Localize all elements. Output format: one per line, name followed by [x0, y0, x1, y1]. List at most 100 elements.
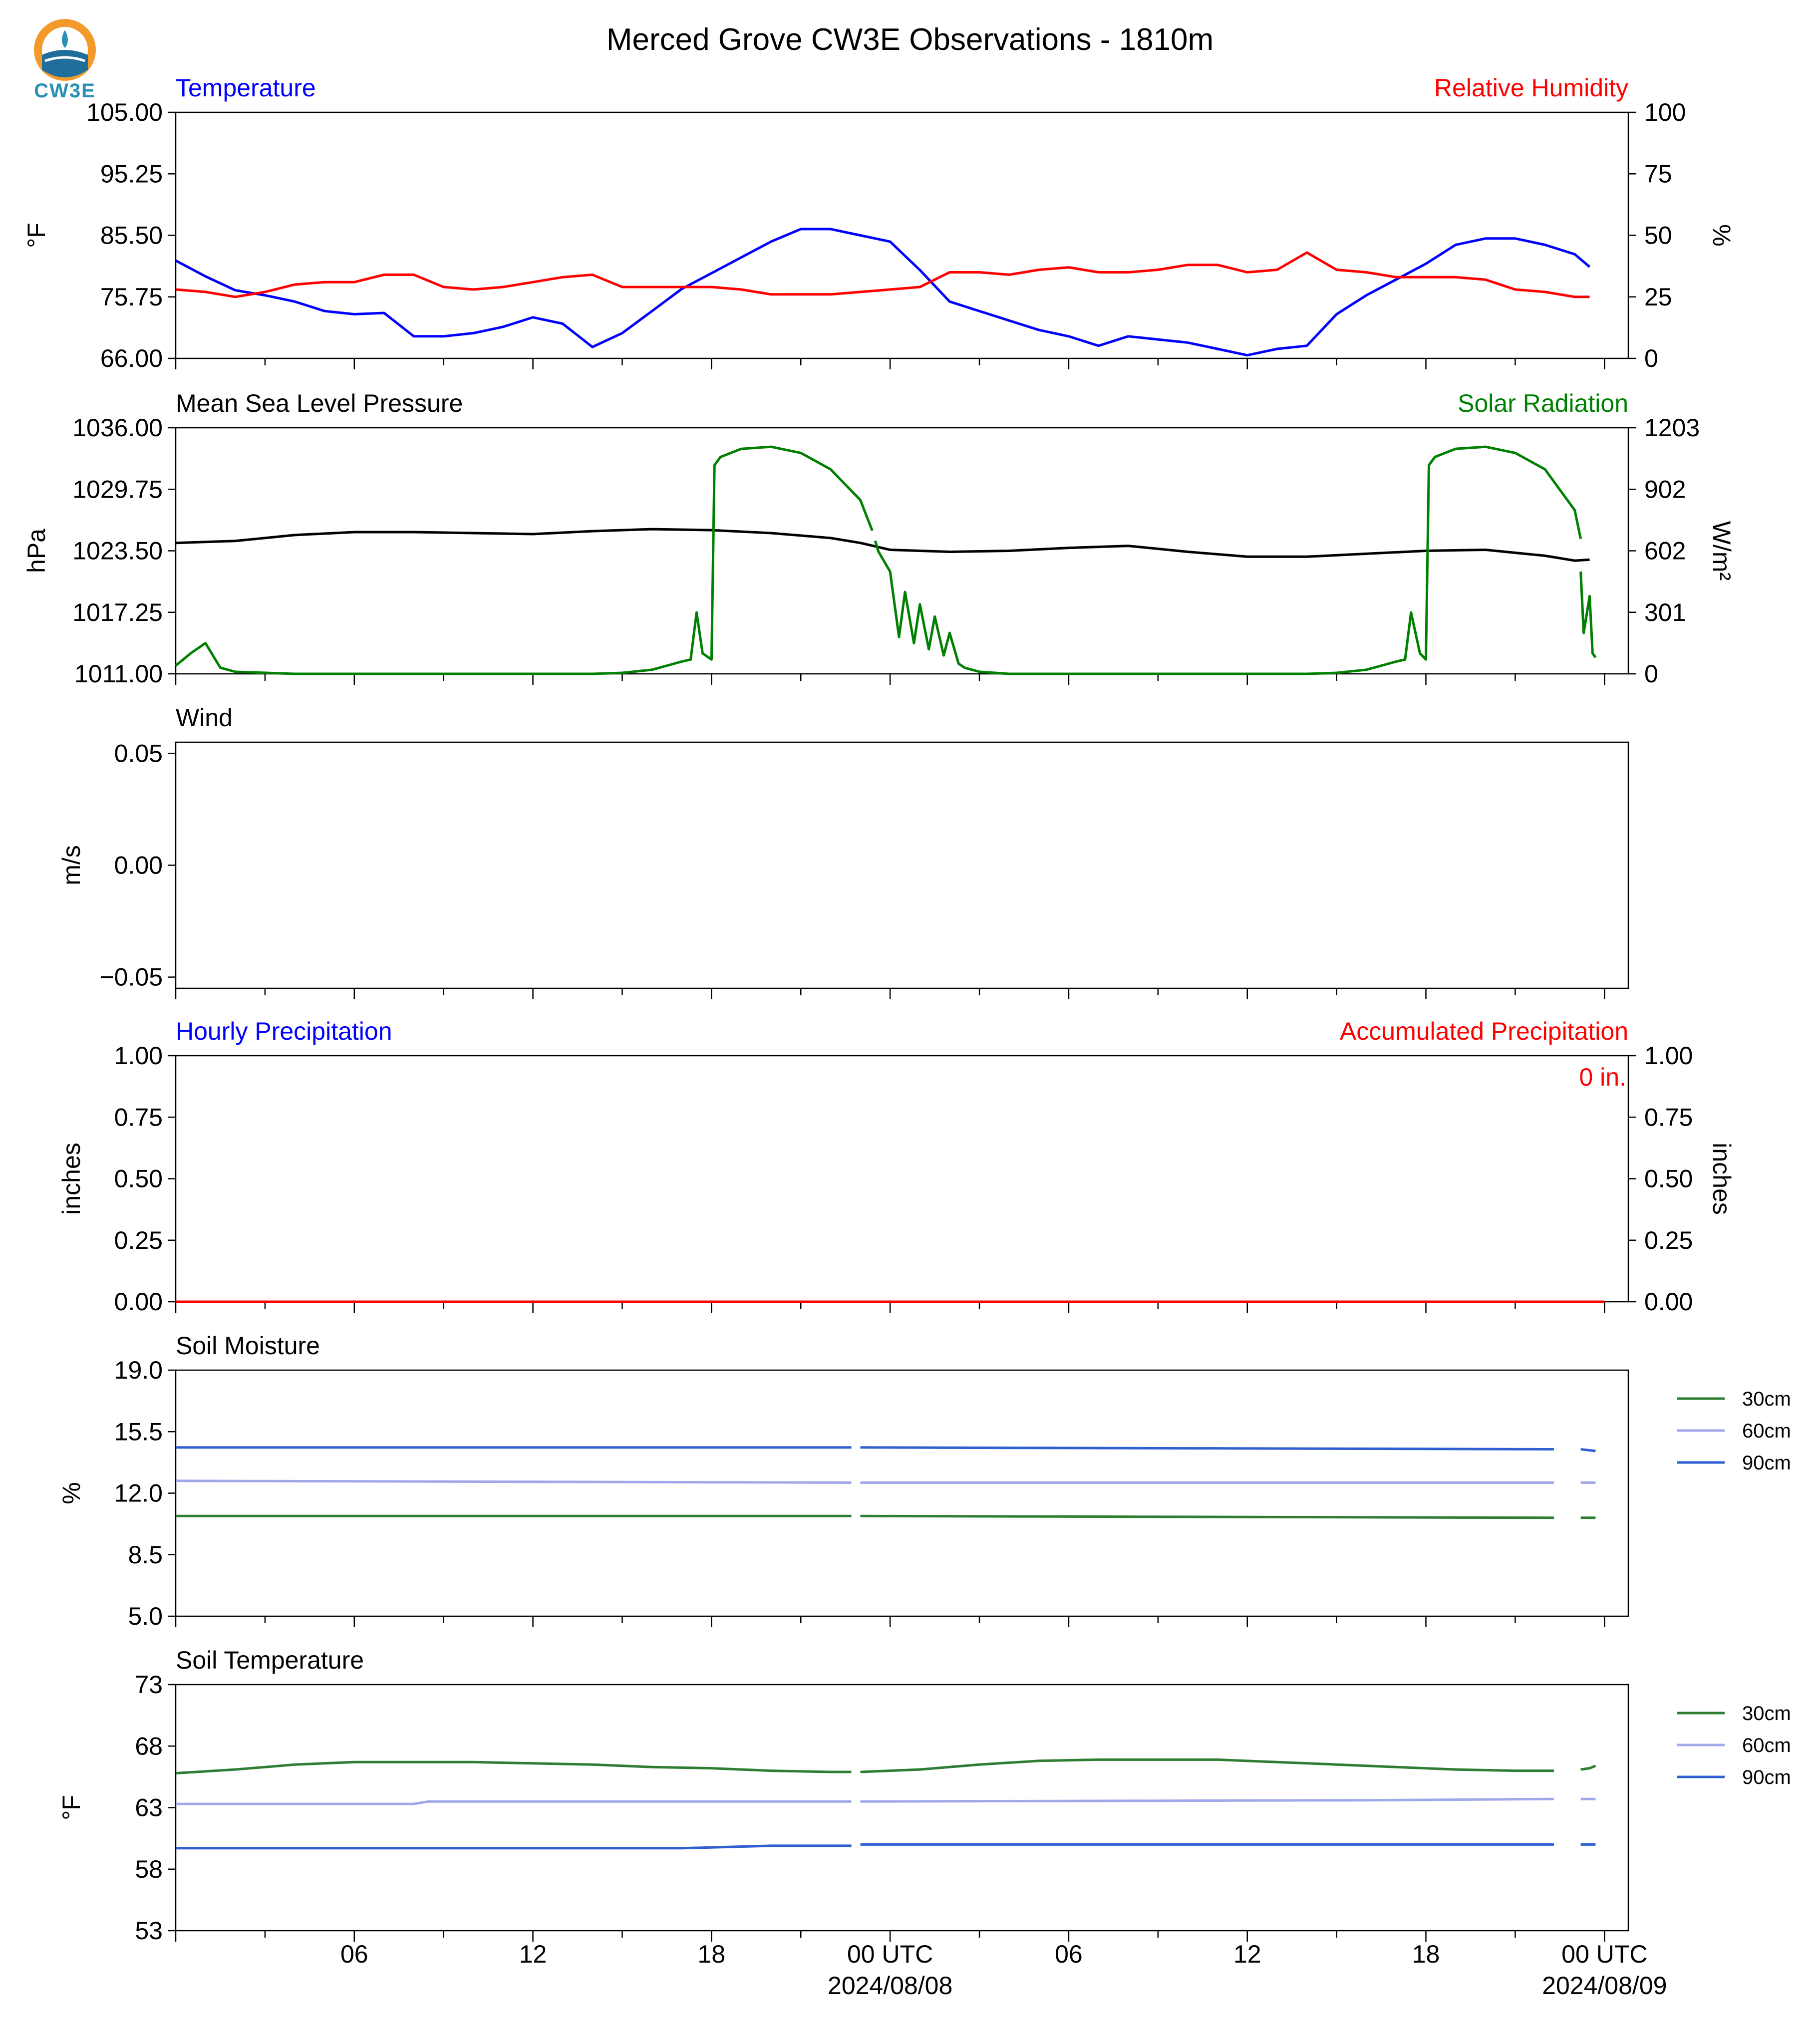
series-line-3 — [1579, 571, 1597, 658]
y-tick-label: 8.5 — [128, 1541, 163, 1569]
x-date-label: 2024/08/09 — [1542, 1972, 1667, 2000]
y-tick-label: 19.0 — [114, 1356, 163, 1384]
series-line-2 — [874, 445, 1582, 675]
x-tick-label: 12 — [519, 1940, 547, 1968]
panel-right-title: Relative Humidity — [1434, 74, 1628, 102]
panel-left-title: Soil Moisture — [176, 1332, 320, 1360]
y-tick-label: 0.00 — [114, 852, 163, 879]
x-tick-label: 00 UTC — [1561, 1940, 1647, 1968]
series-line-4 — [860, 1797, 1554, 1803]
panel-1: 105.00 95.25 85.50 75.75 66.00 100 75 50 25 0 Temp… — [22, 74, 1736, 372]
legend-label: 30cm — [1742, 1388, 1791, 1410]
panel-frame — [175, 1369, 1629, 1617]
y-tick-label: 5.0 — [128, 1602, 163, 1630]
y-tick-label: −0.05 — [99, 963, 163, 991]
y-right-tick-label: 100 — [1644, 98, 1686, 126]
panel-left-title: Soil Temperature — [176, 1646, 364, 1674]
y-right-tick-label: 25 — [1644, 283, 1672, 311]
y-tick-label: 63 — [135, 1794, 163, 1822]
x-tick-label: 12 — [1233, 1940, 1261, 1968]
y-right-tick-label: 902 — [1644, 475, 1686, 503]
panel-left-title: Temperature — [176, 74, 316, 102]
y-right-axis-label: % — [1708, 224, 1736, 246]
y-tick-label: 0.00 — [114, 1288, 163, 1316]
y-right-axis-label: W/m² — [1708, 521, 1736, 580]
series-line-6 — [176, 1844, 852, 1850]
legend-label: 90cm — [1742, 1452, 1791, 1474]
y-right-tick-label: 0 — [1644, 344, 1658, 372]
series-line-3 — [175, 1479, 852, 1484]
y-tick-label: 12.0 — [114, 1479, 163, 1507]
y-tick-label: 58 — [135, 1855, 163, 1883]
panel-frame — [175, 1684, 1629, 1932]
x-tick-label: 06 — [340, 1940, 368, 1968]
y-tick-label: 105.00 — [86, 98, 163, 126]
y-right-tick-label: 301 — [1644, 598, 1686, 626]
y-right-tick-label: 0.75 — [1644, 1103, 1693, 1131]
legend-label: 60cm — [1742, 1735, 1791, 1756]
figure-title: Merced Grove CW3E Observations - 1810m — [607, 22, 1213, 57]
y-tick-label: 0.25 — [114, 1226, 163, 1254]
series-line-2 — [1580, 1764, 1596, 1771]
series-line-1 — [175, 251, 1590, 298]
y-tick-label: 75.75 — [100, 283, 163, 311]
y-right-tick-label: 0.25 — [1644, 1226, 1693, 1254]
y-tick-label: 1011.00 — [74, 660, 163, 688]
x-tick-label: 18 — [698, 1940, 726, 1968]
x-tick-label: 18 — [1412, 1940, 1440, 1968]
series-line-1 — [860, 1758, 1554, 1773]
series-line-0 — [175, 228, 1591, 357]
y-tick-label: 1029.75 — [72, 475, 163, 503]
panel-6: 73 68 63 58 53 Soil Temperature °F 30cm 60cm 90cm — [57, 1646, 1791, 1945]
series-line-0 — [175, 528, 1590, 562]
y-tick-label: 0.05 — [114, 739, 163, 767]
x-tick-label: 00 UTC — [847, 1940, 933, 1968]
panel-3: 0.05 0.00 −0.05 Wind m/s — [57, 704, 1629, 999]
x-tick-label: 06 — [1055, 1940, 1083, 1968]
y-right-tick-label: 0.00 — [1644, 1288, 1693, 1316]
panel-frame — [175, 741, 1629, 989]
y-tick-label: 1.00 — [114, 1042, 163, 1070]
y-tick-label: 1036.00 — [72, 414, 163, 442]
y-tick-label: 15.5 — [114, 1418, 163, 1446]
y-tick-label: 1017.25 — [72, 598, 163, 626]
logo-text: CW3E — [34, 80, 96, 102]
y-right-tick-label: 50 — [1644, 222, 1672, 250]
x-date-label: 2024/08/08 — [828, 1972, 952, 2000]
y-tick-label: 1023.50 — [72, 537, 163, 565]
series-line-3 — [176, 1800, 852, 1805]
y-tick-label: 66.00 — [100, 344, 163, 372]
series-line-1 — [860, 1514, 1554, 1519]
y-right-axis-label: inches — [1708, 1143, 1736, 1215]
panel-frame — [175, 1055, 1629, 1303]
y-axis-label: inches — [57, 1143, 85, 1215]
y-right-tick-label: 602 — [1644, 537, 1686, 565]
legend-label: 30cm — [1742, 1703, 1791, 1725]
series-line-7 — [860, 1446, 1554, 1450]
series-line-0 — [175, 1760, 852, 1774]
y-right-tick-label: 0.50 — [1644, 1165, 1693, 1193]
y-tick-label: 68 — [135, 1732, 163, 1760]
y-tick-label: 53 — [135, 1917, 163, 1945]
panel-left-title: Wind — [176, 704, 233, 732]
panel-left-title: Hourly Precipitation — [176, 1017, 392, 1045]
legend-label: 90cm — [1742, 1766, 1791, 1788]
y-right-tick-label: 1203 — [1644, 414, 1700, 442]
accumulated-total-label: 0 in. — [1579, 1063, 1626, 1091]
y-axis-label: m/s — [57, 845, 85, 885]
y-axis-label: % — [57, 1482, 85, 1504]
y-axis-label: hPa — [22, 529, 50, 573]
y-tick-label: 0.50 — [114, 1165, 163, 1193]
y-right-tick-label: 0 — [1644, 660, 1658, 688]
y-tick-label: 73 — [135, 1671, 163, 1699]
y-tick-label: 0.75 — [114, 1103, 163, 1131]
series-line-1 — [175, 445, 874, 675]
panel-right-title: Solar Radiation — [1458, 389, 1628, 417]
y-tick-label: 85.50 — [100, 222, 163, 250]
y-axis-label: °F — [22, 223, 50, 248]
legend-label: 60cm — [1742, 1420, 1791, 1442]
cw3e-logo — [30, 15, 100, 105]
y-right-tick-label: 75 — [1644, 160, 1672, 188]
series-line-8 — [1580, 1448, 1596, 1452]
